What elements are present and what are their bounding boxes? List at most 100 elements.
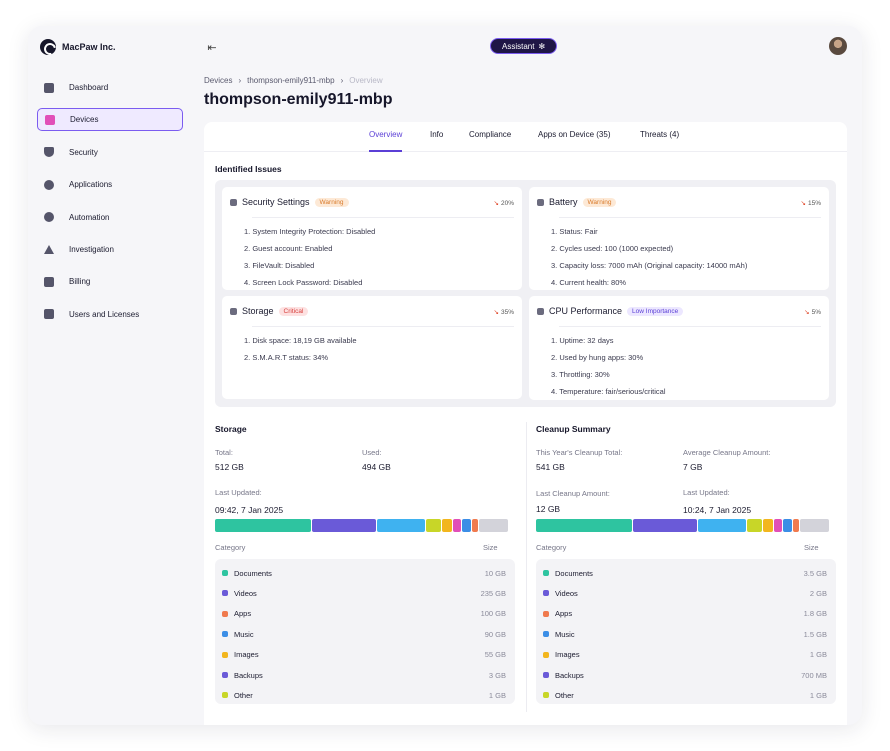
cleanup-size-header: Size — [804, 543, 819, 552]
sidebar-item-users-and-licenses[interactable]: Users and Licenses — [37, 303, 183, 326]
apps-icon-shape — [43, 179, 54, 190]
assistant-button[interactable]: Assistant ✻ — [490, 38, 558, 54]
tab-overview[interactable]: Overview — [369, 130, 403, 152]
macpaw-logo-icon — [40, 39, 56, 55]
shield-icon — [43, 147, 54, 158]
warning-icon-shape — [43, 244, 54, 254]
cleanup-avg-label: Average Cleanup Amount: — [683, 448, 771, 457]
cleanup-last-amount-value: 12 GB — [536, 504, 561, 514]
tab-compliance[interactable]: Compliance — [469, 130, 512, 139]
table-row: Backups 3 GB — [215, 665, 515, 685]
breadcrumb-devices[interactable]: Devices — [204, 76, 233, 85]
sidebar-item-label: Dashboard — [69, 83, 109, 92]
storage-total-label: Total: — [215, 448, 233, 457]
cpu-performance-icon — [537, 307, 544, 315]
avatar[interactable] — [829, 37, 847, 55]
sidebar-item-label: Automation — [69, 212, 110, 222]
list-item: 3. FileVault: Disabled — [244, 261, 315, 270]
cleanup-heading: Cleanup Summary — [536, 424, 611, 434]
category-name: Videos — [555, 588, 578, 598]
list-item: 2. Used by hung apps: 30% — [551, 353, 644, 362]
breadcrumb-device[interactable]: thompson-emily911-mbp — [247, 76, 335, 85]
category-name: Images — [234, 650, 259, 660]
collapse-sidebar-icon[interactable]: ⇤ — [207, 41, 217, 54]
sidebar-item-label: Applications — [69, 180, 113, 190]
category-name: Documents — [234, 568, 272, 578]
tab-threats[interactable]: Threats (4) — [640, 130, 680, 139]
sidebar-item-label: Investigation — [69, 244, 114, 254]
laptop-icon — [44, 114, 55, 125]
category-size: 100 GB — [480, 609, 506, 619]
sidebar-item-security[interactable]: Security — [37, 141, 183, 164]
assistant-label: Assistant — [502, 41, 535, 51]
cleanup-year-value: 541 GB — [536, 462, 565, 472]
breadcrumb: Devices › thompson-emily911-mbp › Overvi… — [204, 76, 383, 85]
cleanup-updated-label: Last Updated: — [683, 488, 730, 497]
tab-bar: Overview Info Compliance Apps on Device … — [204, 122, 847, 152]
trend-value: 35% — [500, 309, 514, 316]
issue-title: Battery — [549, 197, 578, 207]
usage-segment — [792, 519, 799, 532]
cleanup-category-list: Documents 3.5 GB Videos 2 GB Apps 1.8 GB Music… — [536, 559, 836, 704]
list-item: 1. Disk space: 18,19 GB available — [244, 336, 357, 345]
table-row: Music 1.5 GB — [536, 624, 836, 644]
usage-segment — [536, 519, 633, 532]
issue-header: Security Settings Warning — [230, 197, 349, 207]
category-name: Music — [555, 629, 575, 639]
category-color-swatch — [543, 610, 549, 617]
status-badge: Low Importance — [627, 306, 684, 316]
sidebar-item-billing[interactable]: Billing — [37, 270, 183, 293]
issue-details-list: 1. Uptime: 32 days 2. Used by hung apps: … — [551, 332, 666, 400]
usage-segment — [426, 519, 441, 532]
users-icon-shape — [43, 309, 54, 320]
sidebar-item-label: Devices — [70, 115, 99, 125]
issue-details-list: 1. Status: Fair 2. Cycles used: 100 (1000… — [551, 223, 747, 291]
category-color-swatch — [543, 692, 549, 699]
issue-card-cpu-performance: CPU Performance Low Importance ↘ 5% 1. Uptim… — [529, 296, 829, 400]
table-row: Videos 235 GB — [215, 583, 515, 603]
storage-size-header: Size — [483, 543, 498, 552]
table-row: Backups 700 MB — [536, 665, 836, 685]
usage-segment — [773, 519, 783, 532]
category-color-swatch — [543, 631, 549, 638]
category-size: 1 GB — [809, 690, 827, 700]
category-color-swatch — [543, 570, 549, 576]
storage-updated-value: 09:42, 7 Jan 2025 — [215, 505, 284, 515]
sidebar-item-applications[interactable]: Applications — [37, 173, 183, 196]
usage-segment — [377, 519, 426, 532]
sidebar-item-dashboard[interactable]: Dashboard — [37, 76, 183, 99]
trend-indicator: ↘ 15% — [801, 199, 821, 207]
usage-segment — [747, 519, 762, 532]
category-name: Other — [555, 690, 574, 700]
tab-apps-on-device[interactable]: Apps on Device (35) — [538, 130, 611, 139]
sidebar-item-investigation[interactable]: Investigation — [37, 238, 183, 261]
category-color-swatch — [543, 590, 549, 597]
table-row: Other 1 GB — [536, 685, 836, 705]
tab-info[interactable]: Info — [430, 130, 444, 139]
list-item: 4. Current health: 80% — [551, 278, 627, 287]
trend-value: 15% — [807, 200, 821, 207]
usage-segment — [800, 519, 830, 532]
storage-used-label: Used: — [362, 448, 382, 457]
usage-segment — [698, 519, 747, 532]
sidebar-item-devices[interactable]: Devices — [37, 108, 183, 132]
cleanup-category-header: Category — [536, 543, 567, 552]
category-size: 3.5 GB — [803, 568, 827, 578]
usage-segment — [441, 519, 452, 532]
trend-value: 20% — [500, 200, 514, 207]
category-color-swatch — [222, 631, 228, 638]
sidebar-item-automation[interactable]: Automation — [37, 206, 183, 229]
usage-segment — [633, 519, 698, 532]
storage-category-list: Documents 10 GB Videos 235 GB Apps 100 GB Musi… — [215, 559, 515, 704]
org-logo[interactable]: MacPaw Inc. — [40, 39, 116, 55]
issue-details-list: 1. System Integrity Protection: Disabled… — [244, 223, 375, 291]
chevron-right-icon: › — [238, 76, 242, 85]
chevron-right-icon: › — [340, 76, 344, 85]
usage-segment — [215, 519, 312, 532]
category-color-swatch — [222, 651, 228, 658]
issue-details-list: 1. Disk space: 18,19 GB available 2. S.M.… — [244, 332, 357, 366]
table-row: Documents 10 GB — [215, 563, 515, 583]
billing-icon-shape — [43, 276, 54, 287]
identified-issues-grid: Security Settings Warning ↘ 20% 1. System In… — [215, 180, 836, 407]
list-item: 2. Cycles used: 100 (1000 expected) — [551, 244, 674, 253]
